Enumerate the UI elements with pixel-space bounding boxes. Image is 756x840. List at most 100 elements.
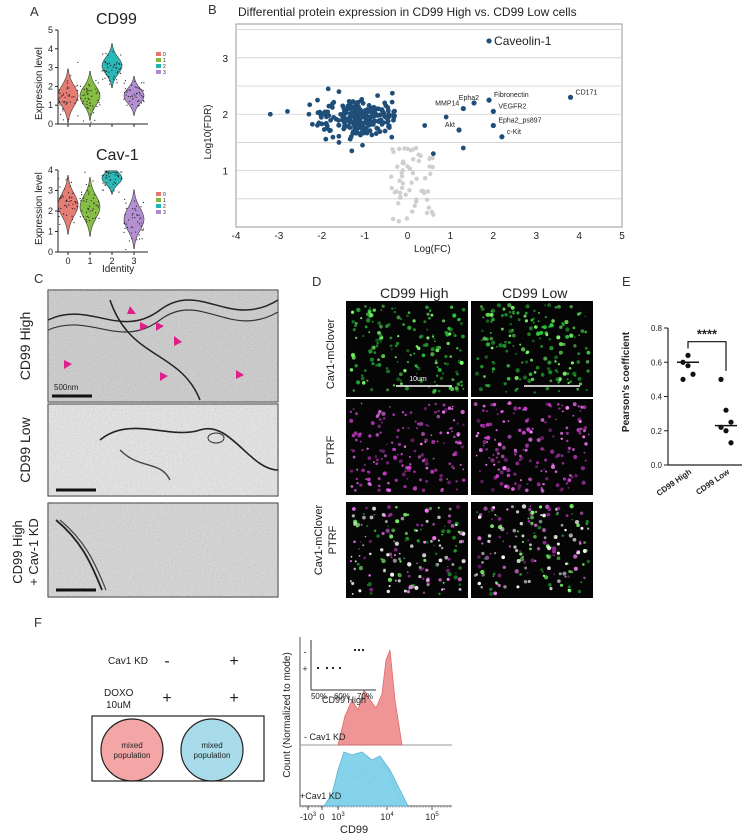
fluorescence-spot (529, 547, 532, 551)
nonsignificant-point (407, 188, 412, 193)
cell-point (124, 88, 126, 90)
fluorescence-spot (576, 523, 580, 527)
fluorescence-spot (380, 548, 384, 552)
fluorescence-spot (583, 576, 586, 580)
cell-point (143, 82, 145, 84)
fluorescence-spot (383, 569, 386, 573)
y-tick-label: 0.8 (651, 324, 663, 333)
fluorescence-image-grid: 10um (346, 301, 593, 598)
fluorescence-spot (434, 340, 436, 343)
cell-point (77, 61, 79, 64)
fluorescence-spot (490, 403, 494, 407)
fluorescence-spot (487, 539, 491, 543)
fluorescence-spot (545, 470, 548, 473)
fluorescence-spot (449, 426, 453, 430)
fluorescence-spot (373, 351, 377, 355)
cell-point (113, 63, 116, 66)
fluorescence-spot (560, 523, 564, 527)
fluorescence-spot (413, 470, 416, 473)
fluorescence-spot (413, 352, 416, 355)
fluorescence-spot (393, 310, 397, 314)
fluorescence-spot (430, 469, 435, 474)
mixed-population-circle-2 (180, 718, 244, 782)
fluorescence-spot (407, 325, 412, 330)
fluorescence-spot (558, 407, 561, 410)
legend-swatch (156, 198, 161, 202)
cell-point (106, 62, 108, 64)
fluorescence-spot (491, 518, 493, 521)
cell-point (69, 196, 71, 198)
fluorescence-spot (447, 326, 451, 331)
fluorescence-spot (508, 545, 512, 548)
y-tick-label: 0.6 (651, 358, 663, 367)
fluorescence-spot (520, 347, 526, 352)
arrowhead-1 (127, 306, 136, 314)
fluorescence-spot (416, 346, 421, 351)
cell-point (86, 88, 88, 90)
fluorescence-spot (406, 314, 409, 318)
labeled-point (460, 105, 466, 112)
fluorescence-spot (584, 330, 588, 334)
cell-point (120, 54, 122, 56)
fluorescence-spot (545, 477, 549, 481)
fluorescence-spot (366, 379, 369, 382)
cell-point (116, 171, 118, 173)
fluorescence-spot (508, 310, 512, 314)
fluorescence-spot (509, 315, 513, 319)
significant-point (371, 118, 377, 124)
fluorescence-spot (480, 569, 485, 575)
cell-point (85, 218, 87, 221)
cell-point (126, 104, 128, 106)
fluorescence-spot (515, 368, 520, 373)
fluorescence-spot (573, 554, 578, 559)
fluorescence-spot (402, 323, 405, 326)
fluorescence-spot (401, 411, 405, 414)
fluorescence-spot (424, 441, 427, 443)
cell-point (132, 213, 134, 215)
fluorescence-spot (395, 519, 400, 524)
fluorescence-spot (404, 469, 407, 473)
x-tick-label: -1 (360, 231, 369, 242)
fluorescence-spot (435, 345, 439, 349)
nonsignificant-point (400, 168, 405, 173)
fluorescence-spot (406, 513, 410, 517)
fluorescence-spot (369, 312, 374, 318)
fluorescence-spot (514, 450, 518, 454)
fluorescence-spot (488, 591, 494, 596)
fluorescence-spot (362, 515, 366, 520)
fluorescence-spot (406, 349, 410, 353)
plot-frame (235, 23, 623, 228)
fluorescence-spot (480, 479, 484, 484)
fluorescence-spot (354, 438, 358, 442)
fluorescence-spot (486, 383, 491, 388)
fluorescence-spot (512, 344, 515, 347)
cell-point (66, 206, 68, 208)
fluorescence-spot (578, 382, 583, 386)
fluorescence-spot (430, 539, 433, 543)
fluorescence-spot (476, 418, 481, 423)
fluorescence-spot (415, 372, 418, 375)
fluorescence-spot (481, 561, 484, 564)
legend-label: 3 (163, 210, 166, 216)
cell-point (106, 177, 108, 179)
row-label-cd99-low: CD99 Low (17, 416, 33, 482)
fluorescence-spot (507, 420, 510, 422)
fluorescence-spot (368, 574, 371, 577)
fluorescence-spot (438, 592, 441, 596)
cell-point (91, 209, 94, 212)
fluorescence-spot (462, 468, 465, 471)
cell-point (109, 179, 111, 181)
x-tick-exponent: 4 (390, 812, 394, 818)
cell-point (92, 180, 94, 182)
fluorescence-spot (560, 454, 564, 458)
fluorescence-spot (427, 424, 430, 427)
fluorescence-spot (578, 431, 582, 435)
fluorescence-spot (394, 579, 397, 582)
fluorescence-spot (500, 327, 504, 331)
fluorescence-spot (451, 407, 454, 410)
fluorescence-spot (534, 510, 538, 514)
fluorescence-spot (379, 431, 382, 434)
fluorescence-spot (423, 540, 427, 544)
cell-point (140, 95, 142, 97)
